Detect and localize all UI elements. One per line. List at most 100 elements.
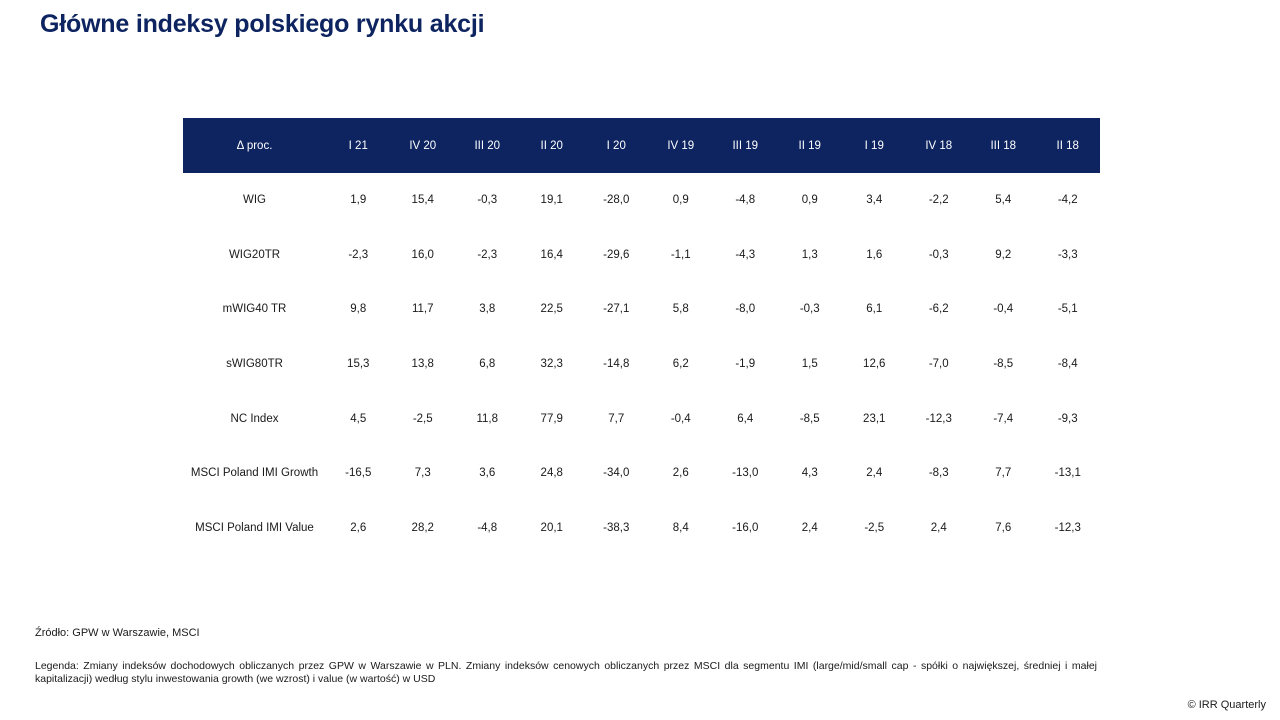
table-cell: 6,4	[737, 412, 754, 425]
table-cell: 16,0	[411, 248, 434, 261]
table-cell: -12,3	[1054, 521, 1081, 534]
table-cell: -3,3	[1057, 248, 1078, 261]
table-cell: 6,1	[866, 303, 883, 316]
table-cell: -2,3	[348, 248, 369, 261]
column-header: II 20	[540, 139, 563, 152]
table-cell: 1,9	[350, 194, 367, 207]
table-row: sWIG80TR 15,3 13,8 6,8 32,3 -14,8 6,2 -1,9 1,5 12…	[183, 337, 1100, 392]
table-cell: 15,3	[347, 358, 370, 371]
row-label: mWIG40 TR	[222, 303, 287, 316]
table-cell: -2,2	[928, 194, 949, 207]
table-cell: 8,4	[672, 521, 689, 534]
table-cell: 16,4	[540, 248, 563, 261]
table-cell: 4,3	[801, 467, 818, 480]
column-header: IV 20	[409, 139, 437, 152]
table-cell: -27,1	[603, 303, 630, 316]
row-label: NC Index	[230, 412, 279, 425]
table-row: WIG 1,9 15,4 -0,3 19,1 -28,0 0,9 -4,8 0,9 3,4 -2,2…	[183, 173, 1100, 228]
table-cell: -13,0	[732, 467, 759, 480]
table-cell: -0,4	[993, 303, 1014, 316]
column-header: I 21	[348, 139, 368, 152]
table-cell: 4,5	[350, 412, 367, 425]
column-header: I 20	[606, 139, 626, 152]
table-cell: 23,1	[863, 412, 886, 425]
table-cell: -6,2	[928, 303, 949, 316]
table-cell: 2,4	[930, 521, 947, 534]
column-header: III 19	[732, 139, 759, 152]
table-row: mWIG40 TR 9,8 11,7 3,8 22,5 -27,1 5,8 -8,0 -0,3 6…	[183, 282, 1100, 337]
table-cell: 5,4	[995, 194, 1012, 207]
table-cell: -2,5	[864, 521, 885, 534]
table-cell: -13,1	[1054, 467, 1081, 480]
column-header: II 19	[798, 139, 821, 152]
table-cell: 2,4	[866, 467, 883, 480]
table-cell: -8,5	[799, 412, 820, 425]
row-label: WIG	[243, 194, 266, 207]
table-cell: 19,1	[540, 194, 563, 207]
table-cell: -7,4	[993, 412, 1014, 425]
column-header: III 18	[990, 139, 1017, 152]
table-cell: 13,8	[411, 358, 434, 371]
source-note: Źródło: GPW w Warszawie, MSCI	[35, 627, 200, 639]
row-label: WIG20TR	[228, 248, 281, 261]
table-cell: 6,8	[479, 358, 496, 371]
table-row: MSCI Poland IMI Growth -16,5 7,3 3,6 24,8 -34…	[183, 446, 1100, 501]
column-header: III 20	[474, 139, 501, 152]
table-cell: -8,5	[993, 358, 1014, 371]
row-label: MSCI Poland IMI Value	[195, 521, 314, 534]
table-cell: -2,5	[412, 412, 433, 425]
table-cell: 22,5	[540, 303, 563, 316]
table-cell: 24,8	[540, 467, 563, 480]
table-cell: 9,8	[350, 303, 367, 316]
table-row: NC Index 4,5 -2,5 11,8 77,9 7,7 -0,4 6,4 -8,5 23,…	[183, 391, 1100, 446]
table-cell: -14,8	[603, 358, 630, 371]
table-cell: -12,3	[925, 412, 952, 425]
table-cell: -0,3	[928, 248, 949, 261]
table-cell: 2,4	[801, 521, 818, 534]
table-cell: 7,7	[608, 412, 625, 425]
table-cell: 15,4	[411, 194, 434, 207]
table-cell: -8,3	[928, 467, 949, 480]
column-header: IV 19	[667, 139, 695, 152]
table-cell: 12,6	[863, 358, 886, 371]
table-cell: -34,0	[603, 467, 630, 480]
returns-table: Δ proc. I 21 IV 20 III 20 II 20 I 20 IV 19 III …	[183, 118, 1100, 555]
row-label: sWIG80TR	[226, 358, 283, 371]
table-cell: 7,7	[995, 467, 1012, 480]
table-cell: 28,2	[411, 521, 434, 534]
table-cell: -1,9	[735, 358, 756, 371]
copyright-note: © IRR Quarterly	[1187, 699, 1266, 711]
table-body: WIG 1,9 15,4 -0,3 19,1 -28,0 0,9 -4,8 0,9 3,4 -2,2…	[183, 173, 1100, 555]
table-cell: 3,4	[866, 194, 883, 207]
table-row: WIG20TR -2,3 16,0 -2,3 16,4 -29,6 -1,1 -4,3 1,3 1…	[183, 228, 1100, 283]
table-cell: 1,3	[801, 248, 818, 261]
table-cell: -29,6	[603, 248, 630, 261]
table-cell: -38,3	[603, 521, 630, 534]
column-header-corner: Δ proc.	[236, 139, 273, 152]
table-cell: -16,5	[345, 467, 372, 480]
table-cell: -5,1	[1057, 303, 1078, 316]
column-header: I 19	[864, 139, 884, 152]
table-cell: -0,3	[477, 194, 498, 207]
table-cell: -1,1	[670, 248, 691, 261]
table-cell: 7,6	[995, 521, 1012, 534]
table-cell: -4,8	[735, 194, 756, 207]
table-cell: 2,6	[350, 521, 367, 534]
table-cell: -9,3	[1057, 412, 1078, 425]
table-cell: 11,7	[411, 303, 434, 316]
table-header-row: Δ proc. I 21 IV 20 III 20 II 20 I 20 IV 19 III …	[183, 118, 1100, 173]
table-cell: 0,9	[801, 194, 818, 207]
table-cell: -4,2	[1057, 194, 1078, 207]
page-title: Główne indeksy polskiego rynku akcji	[40, 10, 485, 38]
table-cell: -0,4	[670, 412, 691, 425]
table-cell: -8,4	[1057, 358, 1078, 371]
table-cell: 3,8	[479, 303, 496, 316]
table-cell: 1,6	[866, 248, 883, 261]
table-cell: 3,6	[479, 467, 496, 480]
table-cell: 7,3	[414, 467, 431, 480]
table-cell: -4,3	[735, 248, 756, 261]
table-cell: 20,1	[540, 521, 563, 534]
table-cell: -28,0	[603, 194, 630, 207]
table-cell: -4,8	[477, 521, 498, 534]
table-cell: 1,5	[801, 358, 818, 371]
